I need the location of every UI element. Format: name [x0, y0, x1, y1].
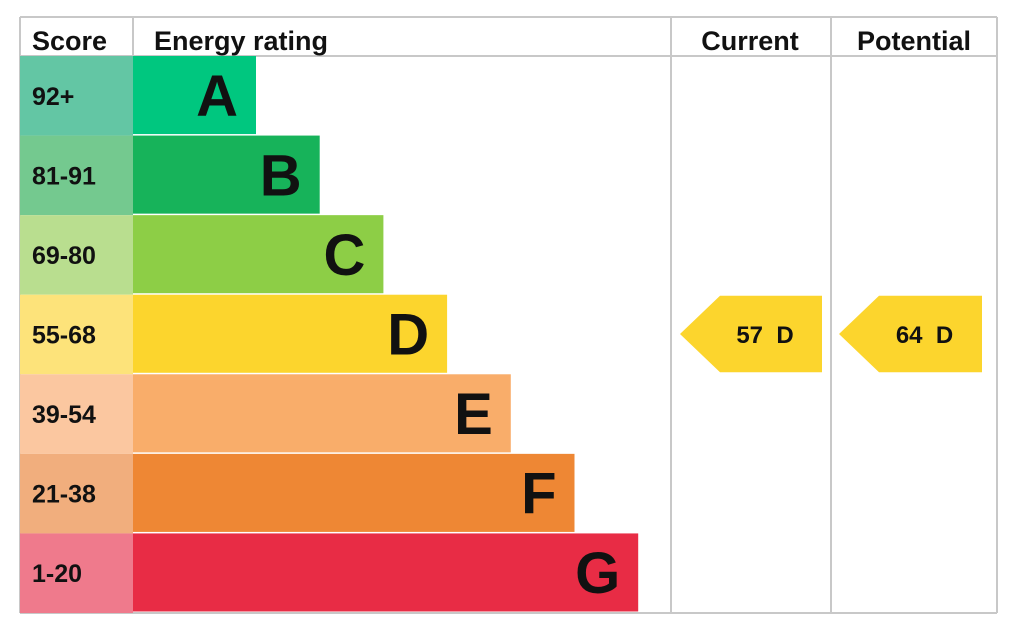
- band-bar-d: [133, 294, 448, 373]
- potential-rating-arrow: [839, 295, 982, 373]
- score-cell-g: [20, 533, 133, 613]
- rating-bands: 92+ A 81-91 B 69-80 C 55-68 D 39-54 E 21-38 F 1-20 G: [20, 56, 639, 613]
- band-bar-b: [133, 135, 320, 214]
- band-letter-b: B: [260, 143, 302, 208]
- potential-rating-label: 64 D: [896, 322, 953, 349]
- band-letter-c: C: [324, 223, 366, 288]
- score-label-e: 39-54: [32, 401, 96, 429]
- score-label-a: 92+: [32, 83, 74, 111]
- score-label-c: 69-80: [32, 242, 96, 270]
- rating-indicators: 57 D 64 D: [680, 295, 982, 373]
- band-letter-g: G: [575, 541, 620, 606]
- band-letter-e: E: [454, 382, 493, 447]
- score-header: Score: [32, 26, 107, 56]
- score-cell-c: [20, 215, 133, 295]
- header-row: Score Energy rating Current Potential: [32, 26, 971, 56]
- band-letter-d: D: [387, 303, 429, 368]
- band-letter-a: A: [196, 64, 238, 129]
- score-label-d: 55-68: [32, 322, 96, 350]
- current-rating-label: 57 D: [736, 322, 793, 349]
- band-letter-f: F: [521, 462, 556, 527]
- score-cell-f: [20, 453, 133, 534]
- potential-header: Potential: [857, 26, 971, 56]
- current-rating-arrow: [680, 295, 822, 373]
- current-header: Current: [701, 26, 799, 56]
- score-cell-e: [20, 374, 133, 454]
- score-label-g: 1-20: [32, 560, 82, 588]
- band-bar-f: [133, 453, 575, 532]
- score-cell-a: [20, 56, 133, 136]
- score-cell-b: [20, 135, 133, 216]
- score-label-b: 81-91: [32, 162, 96, 190]
- band-bar-c: [133, 215, 384, 294]
- band-bar-e: [133, 374, 511, 453]
- energy-rating-header: Energy rating: [154, 26, 328, 56]
- band-bar-g: [133, 533, 639, 612]
- band-bar-a: [133, 56, 256, 135]
- score-cell-d: [20, 294, 133, 375]
- score-label-f: 21-38: [32, 481, 96, 509]
